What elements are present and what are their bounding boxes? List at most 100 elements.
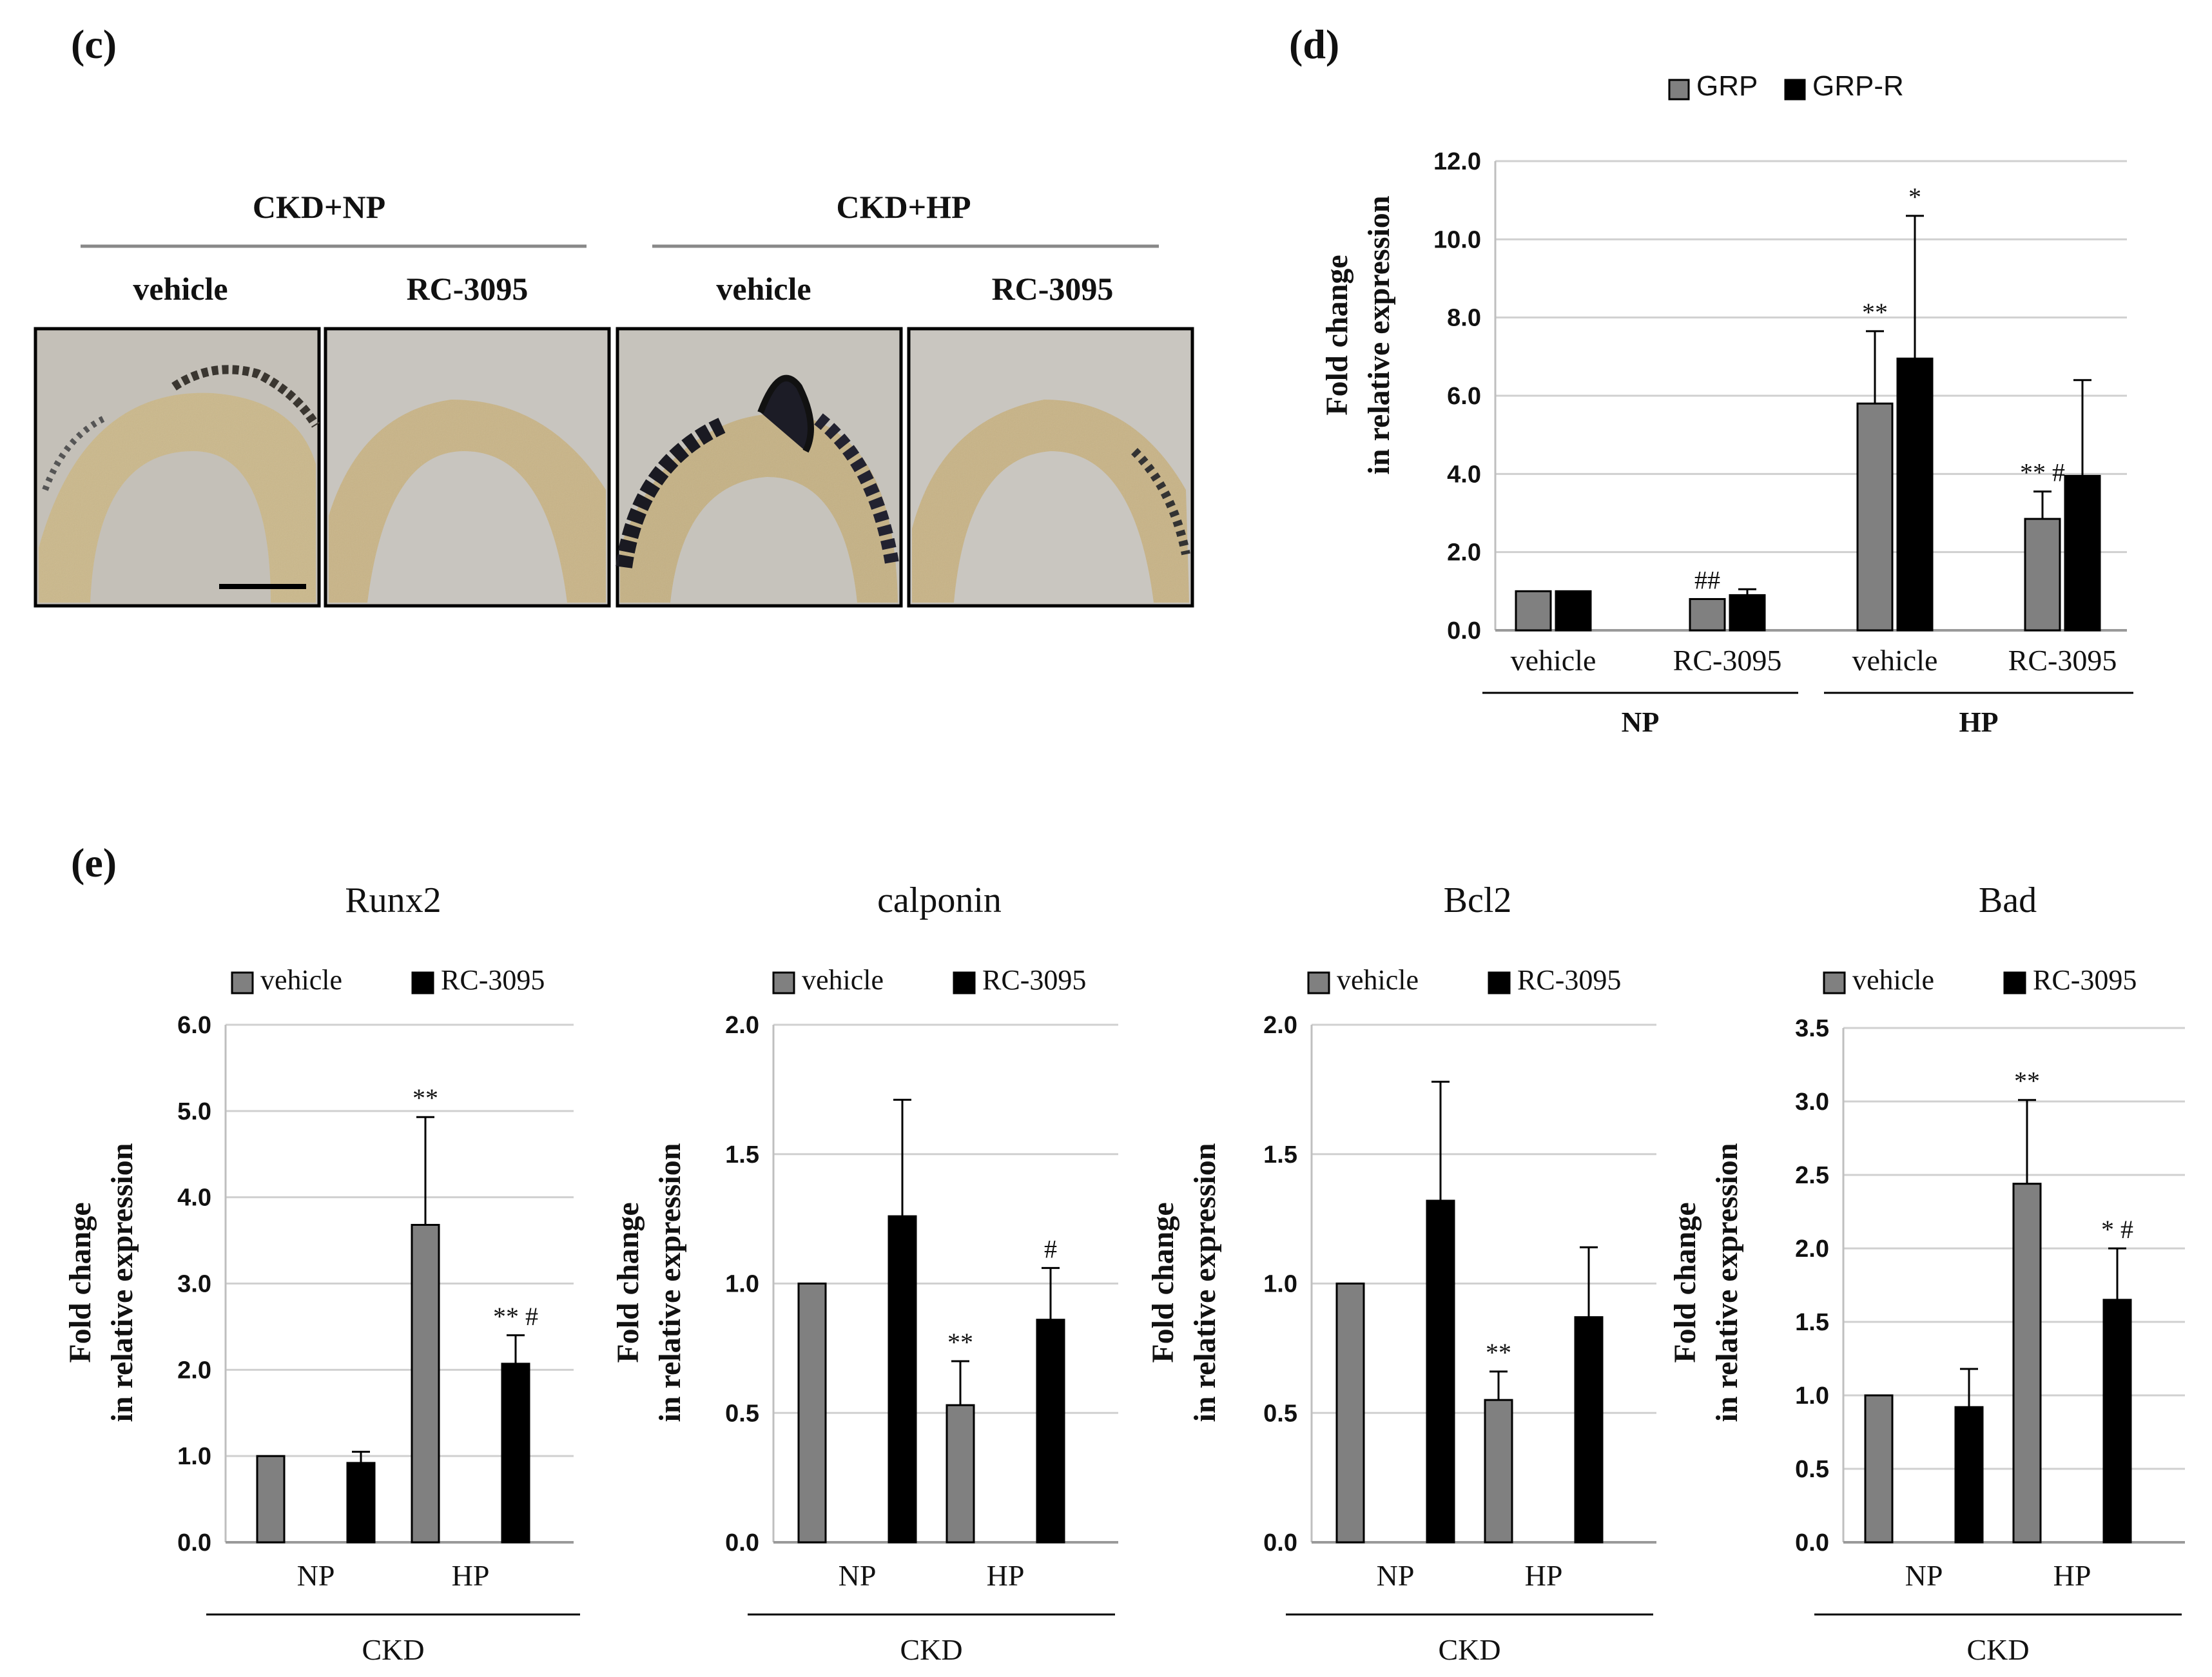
chart-e-bad: Bad vehicle RC-3095 Fold change in relative …: [1668, 880, 2185, 1666]
y-axis-label: in relative expression: [653, 1143, 687, 1422]
y-tick-label: 1.0: [1795, 1382, 1829, 1410]
significance-mark: **: [1862, 298, 1888, 327]
image-label: RC-3095: [407, 271, 529, 307]
y-tick-label: 2.0: [725, 1012, 759, 1039]
chart-e-calponin: calponin vehicle RC-3095 Fold change in rela…: [611, 880, 1118, 1666]
legend-label: vehicle: [260, 964, 342, 996]
bar-vehicle-hp: [2012, 1183, 2042, 1544]
significance-mark: ##: [1694, 565, 1720, 594]
bar-grp-r-vehicle: [1555, 590, 1592, 632]
legend-swatch-vehicle: [231, 971, 254, 994]
group-label: NP: [1622, 706, 1660, 738]
y-tick-label: 4.0: [1447, 461, 1481, 488]
bar-rc-3095-np: [888, 1215, 917, 1544]
x-category-label: NP: [1905, 1559, 1943, 1592]
bar-grp-rc-3095: [1689, 597, 1726, 632]
micrograph-ckd-np-vehicle: [34, 327, 321, 608]
significance-mark: *: [1908, 182, 1921, 211]
legend-swatch-rc-3095: [953, 971, 976, 994]
legend-label: RC-3095: [441, 964, 545, 996]
bar-rc-3095-np: [346, 1462, 376, 1544]
y-tick-label: 0.5: [1795, 1456, 1829, 1483]
group-label: HP: [1959, 706, 1998, 738]
significance-mark: **: [1486, 1338, 1511, 1367]
y-tick-label: 3.5: [1795, 1015, 1829, 1042]
y-axis-label: in relative expression: [1710, 1143, 1744, 1422]
y-tick-label: 0.5: [1263, 1400, 1297, 1427]
image-label: RC-3095: [992, 271, 1114, 307]
y-axis-label: Fold change: [1320, 255, 1354, 415]
bar-rc-3095-np: [1426, 1199, 1455, 1544]
significance-mark: ** #: [493, 1302, 538, 1331]
legend-swatch-vehicle: [772, 971, 795, 994]
bar-rc-3095-hp: [1036, 1319, 1065, 1544]
y-tick-label: 10.0: [1433, 226, 1481, 253]
legend-swatch-grp-r: [1784, 79, 1806, 101]
group-label: CKD: [1966, 1633, 2029, 1666]
bar-vehicle-np: [1335, 1283, 1365, 1544]
bar-vehicle-np: [1864, 1394, 1894, 1544]
y-tick-label: 6.0: [177, 1012, 211, 1039]
x-category-label: NP: [839, 1559, 877, 1592]
legend-label: RC-3095: [982, 964, 1086, 996]
panel-label-c: (c): [71, 21, 117, 67]
y-tick-label: 6.0: [1447, 383, 1481, 410]
significance-mark: * #: [2101, 1215, 2133, 1244]
significance-mark: **: [2014, 1067, 2040, 1096]
bar-vehicle-hp: [1484, 1399, 1513, 1544]
y-tick-label: 12.0: [1433, 148, 1481, 175]
x-category-label: HP: [987, 1559, 1025, 1592]
chart-d-grp-expression: GRP GRP-R Fold change in relative expressio…: [1320, 70, 2133, 738]
y-tick-label: 1.0: [1263, 1271, 1297, 1298]
chart-e-runx2: Runx2 vehicle RC-3095 Fold change in relativ…: [63, 880, 580, 1666]
image-label: vehicle: [133, 271, 228, 307]
bar-grp-vehicle: [1856, 402, 1894, 632]
significance-mark: ** #: [2020, 458, 2065, 487]
y-tick-label: 0.0: [177, 1529, 211, 1556]
bar-rc-3095-hp: [1574, 1316, 1604, 1544]
legend-swatch-rc-3095: [1488, 971, 1511, 994]
significance-mark: **: [412, 1083, 438, 1112]
y-tick-label: 5.0: [177, 1098, 211, 1125]
y-tick-label: 2.0: [1263, 1012, 1297, 1039]
y-axis-label: Fold change: [63, 1202, 97, 1362]
y-tick-label: 2.0: [1795, 1236, 1829, 1263]
bar-rc-3095-np: [1954, 1406, 1984, 1544]
y-tick-label: 1.5: [725, 1141, 759, 1168]
bar-rc-3095-hp: [2102, 1299, 2132, 1544]
x-category-label: vehicle: [1852, 644, 1938, 677]
y-tick-label: 0.0: [1263, 1529, 1297, 1556]
y-tick-label: 0.0: [725, 1529, 759, 1556]
legend-swatch-grp: [1668, 79, 1690, 101]
y-tick-label: 0.0: [1447, 617, 1481, 645]
y-axis-label: Fold change: [611, 1202, 645, 1362]
chart-title: calponin: [877, 880, 1002, 920]
x-category-label: RC-3095: [1673, 644, 1782, 677]
panel-c: CKD+NP CKD+HP vehicle RC-3095 vehicle RC…: [34, 189, 1194, 608]
y-axis-label: in relative expression: [1188, 1143, 1222, 1422]
y-tick-label: 3.0: [1795, 1089, 1829, 1116]
significance-mark: **: [947, 1328, 973, 1357]
group-header-ckd-hp: CKD+HP: [836, 189, 971, 225]
y-tick-label: 0.5: [725, 1400, 759, 1427]
x-category-label: RC-3095: [2008, 644, 2117, 677]
bar-grp-r-rc-3095: [1729, 594, 1766, 632]
x-category-label: NP: [1377, 1559, 1415, 1592]
bar-grp-vehicle: [1515, 590, 1552, 632]
legend-label: vehicle: [1337, 964, 1419, 996]
micrograph-ckd-np-rc3095: [324, 327, 611, 608]
micrograph-ckd-hp-rc3095: [907, 327, 1194, 608]
x-category-label: NP: [297, 1559, 335, 1592]
chart-title: Runx2: [345, 880, 441, 920]
x-category-label: HP: [1525, 1559, 1563, 1592]
y-tick-label: 1.5: [1263, 1141, 1297, 1168]
y-tick-label: 2.5: [1795, 1162, 1829, 1189]
chart-title: Bcl2: [1444, 880, 1512, 920]
x-category-label: vehicle: [1511, 644, 1596, 677]
legend-label: vehicle: [802, 964, 884, 996]
x-category-label: HP: [2053, 1559, 2091, 1592]
legend-label: RC-3095: [1517, 964, 1621, 996]
group-label: CKD: [362, 1633, 424, 1666]
y-tick-label: 1.0: [177, 1443, 211, 1470]
